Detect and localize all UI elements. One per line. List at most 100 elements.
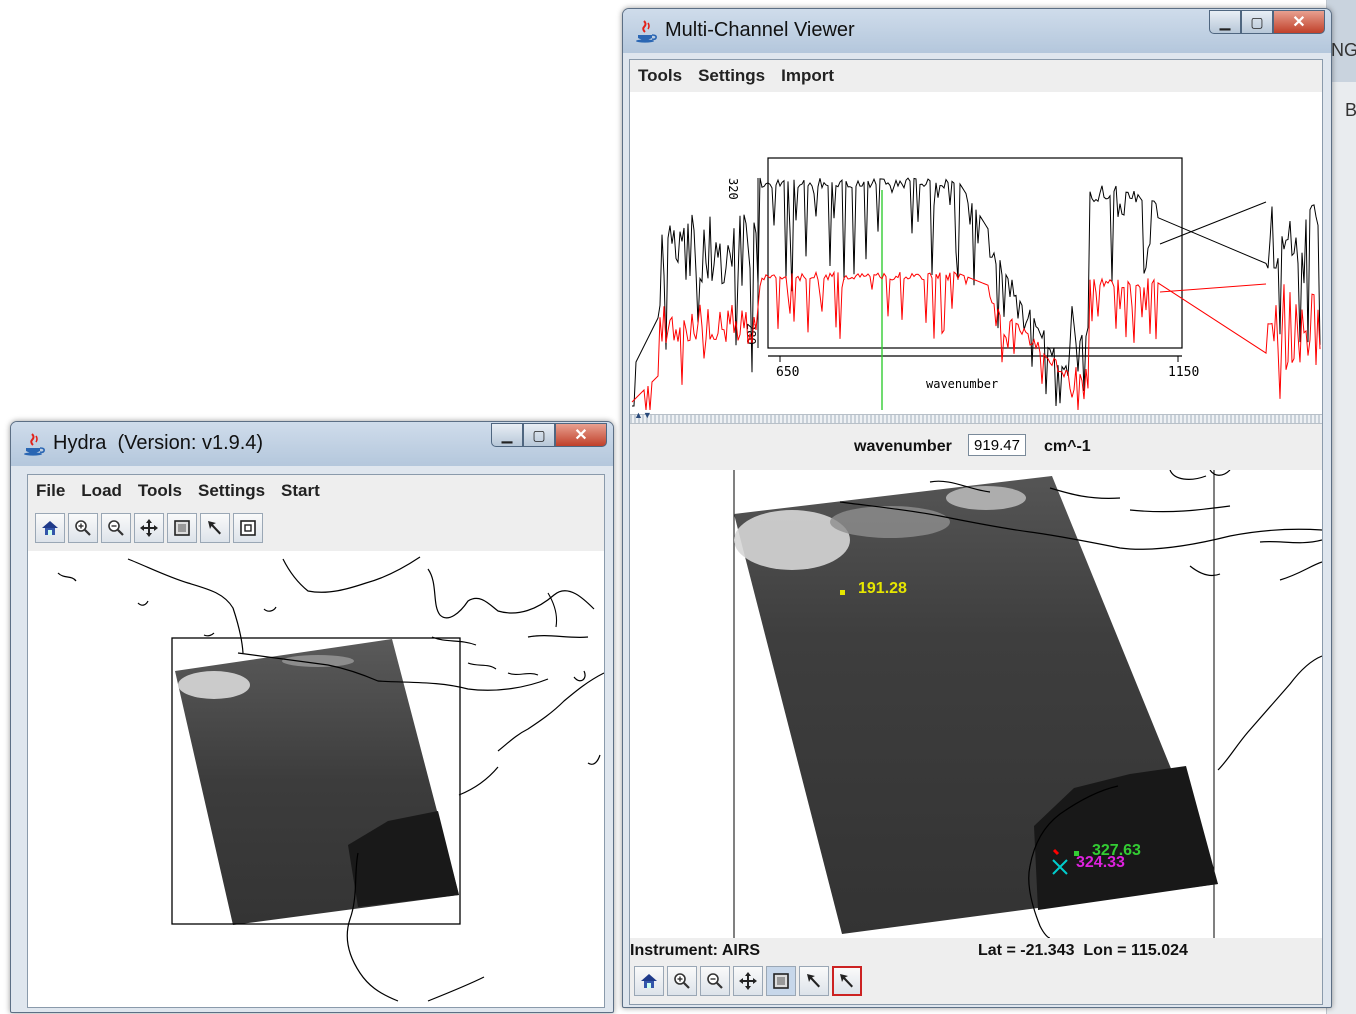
pan-icon <box>738 971 758 991</box>
mcv-status-bar: Instrument: AIRS Lat = -21.343 Lon = 115… <box>630 938 1322 1004</box>
maximize-button[interactable]: ▢ <box>523 423 555 447</box>
hydra-map-display[interactable] <box>28 553 604 1007</box>
box-select-button[interactable] <box>167 513 197 543</box>
probe-cursor-cyan[interactable] <box>1052 859 1068 875</box>
probe-value-green: 327.63 <box>1092 842 1141 859</box>
home-button[interactable] <box>634 966 664 996</box>
close-button[interactable]: ✕ <box>555 423 607 447</box>
minimize-icon: ▁ <box>501 426 513 443</box>
minimize-button[interactable]: ▁ <box>1209 10 1241 34</box>
pan-button[interactable] <box>134 513 164 543</box>
pan-button[interactable] <box>733 966 763 996</box>
pointer-button[interactable] <box>200 513 230 543</box>
close-icon: ✕ <box>1292 14 1306 31</box>
close-icon: ✕ <box>574 427 588 444</box>
maximize-icon: ▢ <box>532 426 546 443</box>
maximize-button[interactable]: ▢ <box>1241 10 1273 34</box>
hydra-content: File Load Tools Settings Start <box>27 474 605 1008</box>
wavenumber-panel: wavenumber cm^-1 <box>630 424 1322 470</box>
x-tick-label-1150: 1150 <box>1168 365 1199 380</box>
hydra-menubar: File Load Tools Settings Start <box>28 475 604 507</box>
probe-marker-green <box>1074 851 1079 856</box>
minimize-icon: ▁ <box>1219 13 1231 30</box>
hydra-toolbar <box>35 513 263 543</box>
box-select-button[interactable] <box>766 966 796 996</box>
mcv-titlebar[interactable]: Multi-Channel Viewer ▁ ▢ ✕ <box>623 9 1331 53</box>
reset-view-button[interactable] <box>233 513 263 543</box>
pointer-icon <box>205 518 225 538</box>
cloud-patch <box>946 486 1026 510</box>
hydra-title: Hydra (Version: v1.9.4) <box>53 432 264 454</box>
mcv-menubar: Tools Settings Import <box>630 60 1322 92</box>
zoom-out-icon <box>106 518 126 538</box>
pan-icon <box>139 518 159 538</box>
hydra-window: Hydra (Version: v1.9.4) ▁ ▢ ✕ File Load … <box>10 421 614 1013</box>
java-icon <box>633 18 659 44</box>
java-icon <box>21 431 47 457</box>
wavenumber-unit: cm^-1 <box>1044 438 1091 455</box>
zoom-out-icon <box>705 971 725 991</box>
zoom-in-icon <box>73 518 93 538</box>
menu-tools[interactable]: Tools <box>137 481 182 500</box>
box-select-icon <box>172 518 192 538</box>
probe-value-yellow: 191.28 <box>858 580 907 597</box>
menu-settings[interactable]: Settings <box>698 66 766 85</box>
cloud-patch <box>830 506 950 538</box>
menu-import[interactable]: Import <box>781 66 835 85</box>
black-spectrum-series <box>632 177 1321 407</box>
dark-land-region <box>348 811 459 907</box>
home-icon <box>639 971 659 991</box>
mcv-window: Multi-Channel Viewer ▁ ▢ ✕ Tools Setting… <box>622 8 1332 1008</box>
cloud-patch <box>734 510 850 570</box>
background-glyph-ng: NG <box>1331 40 1356 60</box>
menu-file[interactable]: File <box>36 481 66 500</box>
zoom-in-button[interactable] <box>68 513 98 543</box>
probe-pointer-icon <box>837 971 857 991</box>
menu-start[interactable]: Start <box>281 481 320 500</box>
split-pane-divider[interactable]: ▲▼ <box>630 410 1322 424</box>
red-spectrum-series <box>631 270 1321 410</box>
zoom-in-icon <box>672 971 692 991</box>
hydra-titlebar[interactable]: Hydra (Version: v1.9.4) ▁ ▢ ✕ <box>11 422 613 466</box>
close-button[interactable]: ✕ <box>1273 10 1325 34</box>
mcv-content: Tools Settings Import 320 280 650 1150 w… <box>629 59 1323 1005</box>
probe-value-magenta: 324.33 <box>1076 854 1125 871</box>
cloud-patch <box>178 671 250 699</box>
mcv-toolbar <box>634 966 862 996</box>
menu-tools[interactable]: Tools <box>638 66 683 85</box>
menu-load[interactable]: Load <box>81 481 122 500</box>
box-select-icon <box>771 971 791 991</box>
mcv-image-display[interactable] <box>630 470 1322 938</box>
reset-view-icon <box>238 518 258 538</box>
spectrum-connector-line <box>1159 201 1267 245</box>
lat-lon-readout: Lat = -21.343 Lon = 115.024 <box>978 942 1188 959</box>
background-glyph-b: B <box>1345 100 1356 120</box>
pointer-icon <box>804 971 824 991</box>
home-icon <box>40 518 60 538</box>
wavenumber-input[interactable] <box>968 434 1026 456</box>
minimize-button[interactable]: ▁ <box>491 423 523 447</box>
instrument-label: Instrument: AIRS <box>630 942 761 959</box>
map-bounding-box <box>171 637 461 925</box>
menu-settings[interactable]: Settings <box>197 481 266 500</box>
probe-pointer-button[interactable] <box>832 966 862 996</box>
spectrum-connector-line <box>1159 283 1267 293</box>
zoom-out-button[interactable] <box>101 513 131 543</box>
coastline <box>57 556 604 1002</box>
zoom-in-button[interactable] <box>667 966 697 996</box>
maximize-icon: ▢ <box>1250 13 1264 30</box>
wavenumber-label: wavenumber <box>854 438 952 455</box>
coastline <box>467 592 558 676</box>
spectrum-plot[interactable]: 320 280 650 1150 wavenumber <box>630 94 1322 410</box>
x-axis-label: wavenumber <box>926 377 998 391</box>
cloud-patch <box>282 655 354 667</box>
probe-marker-red <box>1052 848 1060 856</box>
mcv-title: Multi-Channel Viewer <box>665 19 855 41</box>
coastline <box>839 470 1322 938</box>
probe-marker-yellow <box>840 590 845 595</box>
pointer-button[interactable] <box>799 966 829 996</box>
zoom-out-button[interactable] <box>700 966 730 996</box>
home-button[interactable] <box>35 513 65 543</box>
collapse-arrows-icon[interactable]: ▲▼ <box>634 410 652 420</box>
x-tick-label-650: 650 <box>776 365 799 380</box>
